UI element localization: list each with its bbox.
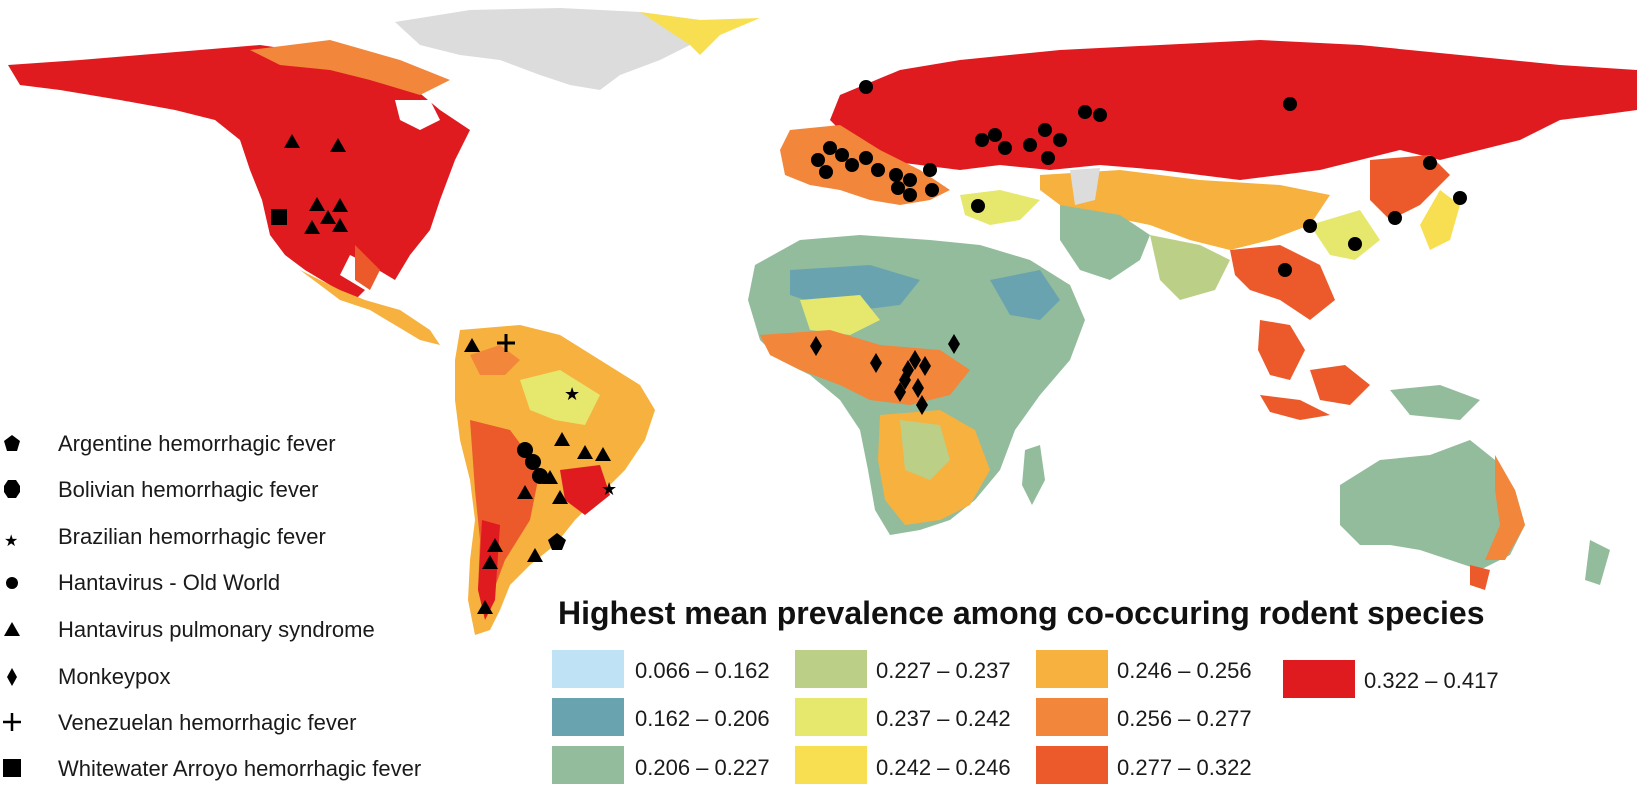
markers-brazilian: ★★ xyxy=(564,384,617,500)
legend-label-hantavirus-old-world: Hantavirus - Old World xyxy=(58,570,281,595)
swatch-3 xyxy=(795,650,867,688)
range-label-7: 0.256 – 0.277 xyxy=(1117,706,1252,731)
svg-text:★: ★ xyxy=(564,384,580,405)
legend-label-bolivian: Bolivian hemorrhagic fever xyxy=(58,477,319,502)
range-label-0: 0.066 – 0.162 xyxy=(635,658,770,683)
greenland xyxy=(395,8,760,90)
markers-hantavirus-pulmonary xyxy=(284,134,611,614)
pentagon-icon xyxy=(4,435,20,451)
range-label-8: 0.277 – 0.322 xyxy=(1117,755,1252,780)
range-label-1: 0.162 – 0.206 xyxy=(635,706,770,731)
swatch-9 xyxy=(1283,660,1355,698)
australia xyxy=(1340,440,1610,590)
prevalence-legend-title: Highest mean prevalence among co-occurin… xyxy=(558,595,1485,631)
legend-label-whitewater-arroyo: Whitewater Arroyo hemorrhagic fever xyxy=(58,756,422,781)
markers-venezuelan xyxy=(497,334,515,352)
legend-label-hantavirus-pulmonary: Hantavirus pulmonary syndrome xyxy=(58,617,375,642)
markers-whitewater-arroyo xyxy=(271,209,287,225)
legend-label-monkeypox: Monkeypox xyxy=(58,664,171,689)
swatch-4 xyxy=(795,698,867,736)
range-label-9: 0.322 – 0.417 xyxy=(1364,668,1499,693)
swatch-1 xyxy=(552,698,624,736)
markers-argentine xyxy=(548,533,566,550)
cross-icon xyxy=(3,713,21,731)
swatch-2 xyxy=(552,746,624,784)
swatch-7 xyxy=(1036,698,1108,736)
legend-label-argentine: Argentine hemorrhagic fever xyxy=(58,431,336,456)
swatch-8 xyxy=(1036,746,1108,784)
legend-label-venezuelan: Venezuelan hemorrhagic fever xyxy=(58,710,357,735)
diamond-icon xyxy=(7,668,17,686)
southeast-asia xyxy=(1258,320,1480,420)
markers-bolivian xyxy=(517,442,548,484)
triangle-icon xyxy=(4,622,20,636)
square-icon xyxy=(3,759,21,777)
swatch-5 xyxy=(795,746,867,784)
swatch-6 xyxy=(1036,650,1108,688)
swatch-0 xyxy=(552,650,624,688)
markers-hantavirus-old-world xyxy=(811,80,1467,277)
range-label-3: 0.227 – 0.237 xyxy=(876,658,1011,683)
eurasia xyxy=(780,40,1637,320)
north-america xyxy=(8,40,470,345)
star-icon: ★ xyxy=(4,531,18,550)
range-label-4: 0.237 – 0.242 xyxy=(876,706,1011,731)
octagon-icon xyxy=(4,480,20,498)
legend-label-brazilian: Brazilian hemorrhagic fever xyxy=(58,524,326,549)
circle-icon xyxy=(6,577,18,589)
svg-text:★: ★ xyxy=(601,479,617,500)
range-label-2: 0.206 – 0.227 xyxy=(635,755,770,780)
range-label-5: 0.242 – 0.246 xyxy=(876,755,1011,780)
markers-monkeypox xyxy=(810,334,960,415)
range-label-6: 0.246 – 0.256 xyxy=(1117,658,1252,683)
symbol-legend-icons: ★ xyxy=(3,435,21,777)
